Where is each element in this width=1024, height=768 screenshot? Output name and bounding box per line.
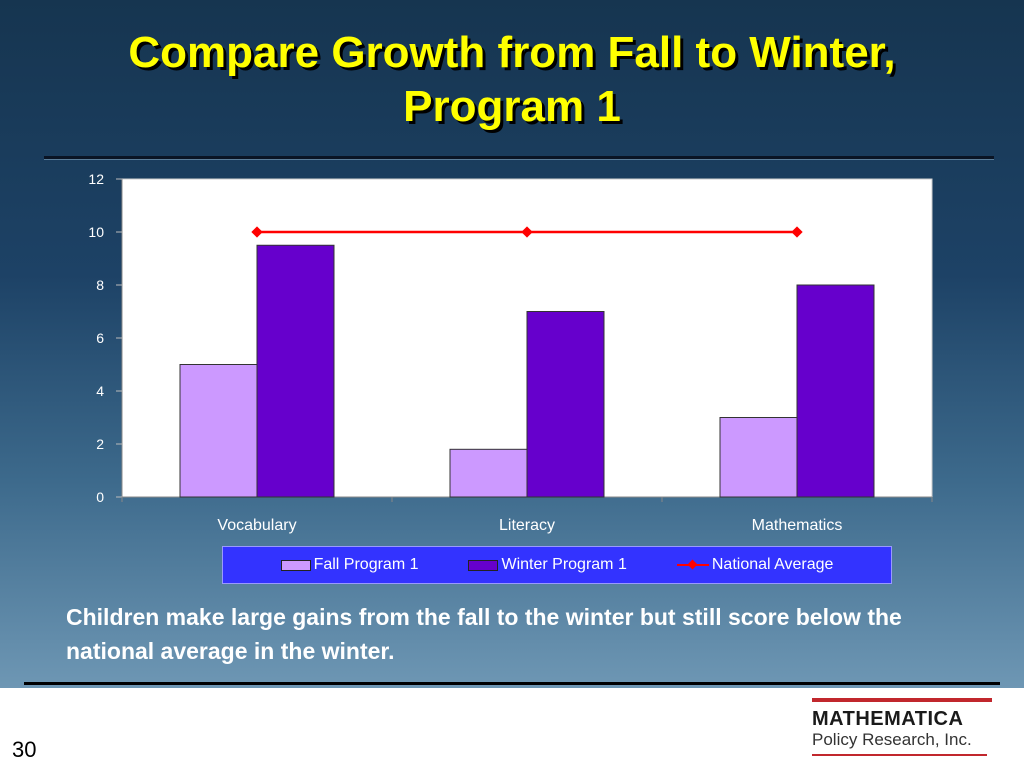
title-divider <box>44 156 994 160</box>
logo-top-bar <box>812 698 992 702</box>
legend-label-winter: Winter Program 1 <box>501 556 627 573</box>
page-number: 30 <box>12 737 37 762</box>
bar-winter-literacy <box>526 311 605 498</box>
bar-winter-vocabulary <box>256 244 335 498</box>
y-tick-label: 6 <box>96 330 104 346</box>
y-tick-label: 4 <box>96 383 104 399</box>
slide-caption: Children make large gains from the fall … <box>66 604 902 664</box>
legend-swatch-national <box>676 558 709 572</box>
x-category-label: Mathematics <box>752 517 843 534</box>
national-average-marker <box>791 226 803 238</box>
y-tick-label: 0 <box>96 489 104 505</box>
logo-bottom-bar <box>812 754 987 756</box>
x-category-label: Literacy <box>499 517 555 534</box>
bar-fall-literacy <box>449 448 528 498</box>
legend-item-winter: Winter Program 1 <box>468 556 627 574</box>
y-tick-label: 12 <box>88 171 104 187</box>
bar-fall-vocabulary <box>179 364 258 498</box>
legend-label-fall: Fall Program 1 <box>313 556 419 573</box>
y-tick-label: 2 <box>96 436 104 452</box>
y-tick-label: 10 <box>88 224 104 240</box>
national-average-marker <box>521 226 533 238</box>
national-average-marker <box>251 226 263 238</box>
legend-item-fall: Fall Program 1 <box>280 556 419 574</box>
legend-label-national: National Average <box>711 556 834 573</box>
legend-swatch-winter <box>468 559 499 571</box>
y-tick-label: 8 <box>96 277 104 293</box>
slide-title: Compare Growth from Fall to Winter, Prog… <box>128 28 896 131</box>
footer-divider <box>24 682 1000 685</box>
logo-subtitle: Policy Research, Inc. <box>812 730 972 749</box>
legend-item-national: National Average <box>676 556 834 574</box>
logo-name: MATHEMATICA <box>812 708 964 730</box>
x-category-label: Vocabulary <box>217 517 296 534</box>
company-logo: MATHEMATICA Policy Research, Inc. <box>812 698 992 756</box>
chart-legend: Fall Program 1 Winter Program 1 National… <box>222 546 892 584</box>
bar-fall-mathematics <box>719 417 798 498</box>
legend-swatch-fall <box>280 559 311 571</box>
bar-winter-mathematics <box>796 284 875 498</box>
